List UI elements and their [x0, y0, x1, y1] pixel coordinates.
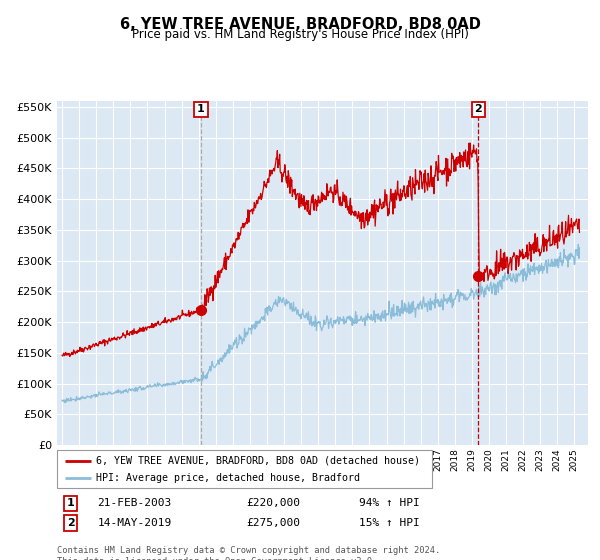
Text: 6, YEW TREE AVENUE, BRADFORD, BD8 0AD (detached house): 6, YEW TREE AVENUE, BRADFORD, BD8 0AD (d… — [97, 456, 421, 466]
Text: 6, YEW TREE AVENUE, BRADFORD, BD8 0AD: 6, YEW TREE AVENUE, BRADFORD, BD8 0AD — [119, 17, 481, 32]
Text: Price paid vs. HM Land Registry's House Price Index (HPI): Price paid vs. HM Land Registry's House … — [131, 28, 469, 41]
Text: 2: 2 — [67, 518, 74, 528]
Text: £275,000: £275,000 — [246, 518, 300, 528]
Text: 1: 1 — [197, 104, 205, 114]
Text: 15% ↑ HPI: 15% ↑ HPI — [359, 518, 420, 528]
Text: 1: 1 — [67, 498, 74, 508]
Text: 14-MAY-2019: 14-MAY-2019 — [97, 518, 172, 528]
Text: Contains HM Land Registry data © Crown copyright and database right 2024.
This d: Contains HM Land Registry data © Crown c… — [57, 547, 440, 560]
Text: 2: 2 — [475, 104, 482, 114]
Text: HPI: Average price, detached house, Bradford: HPI: Average price, detached house, Brad… — [97, 473, 361, 483]
Text: 21-FEB-2003: 21-FEB-2003 — [97, 498, 172, 508]
Text: £220,000: £220,000 — [246, 498, 300, 508]
FancyBboxPatch shape — [57, 450, 432, 488]
Text: 94% ↑ HPI: 94% ↑ HPI — [359, 498, 420, 508]
